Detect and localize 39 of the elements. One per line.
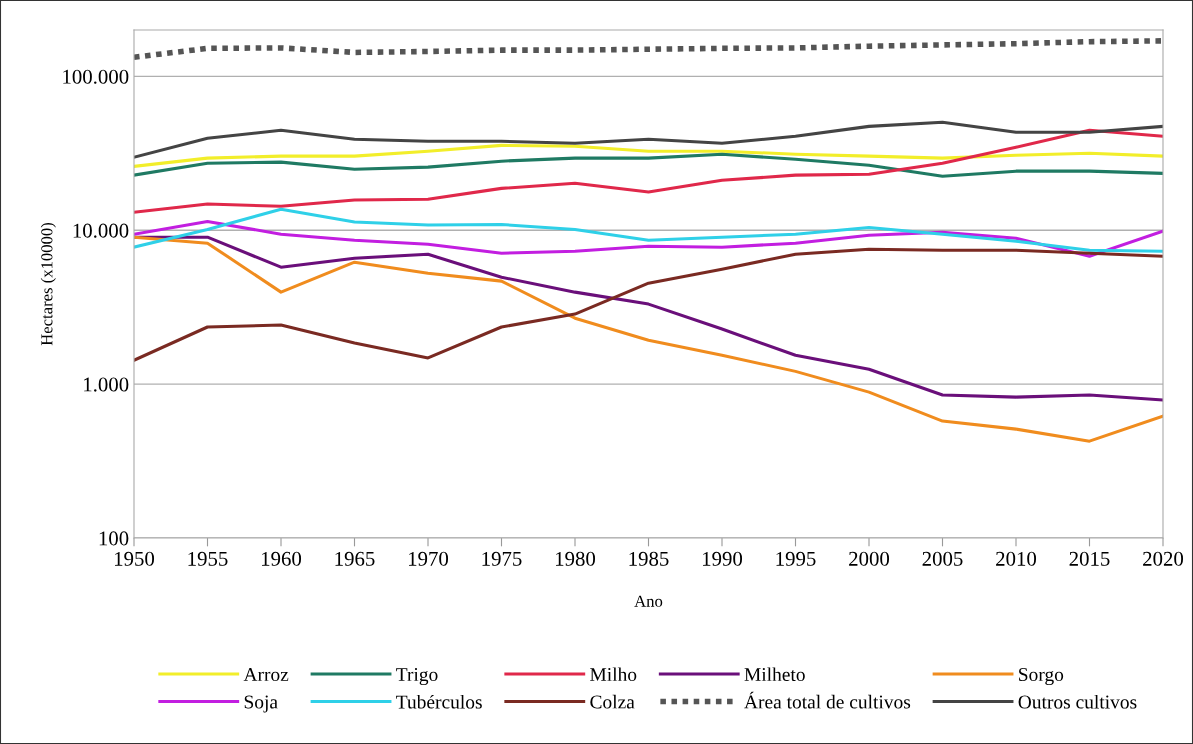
x-tick-label: 1980 — [556, 551, 596, 566]
line-series — [134, 247, 1163, 362]
x-tick-label: 1965 — [335, 551, 375, 566]
legend-label: Arroz — [243, 668, 289, 682]
legend-label: Outros cultivos — [1018, 694, 1137, 709]
line-series — [134, 120, 1163, 159]
line-series — [134, 235, 1163, 443]
x-tick-label: 1955 — [188, 551, 228, 566]
line-series — [134, 219, 1163, 258]
legend-label: Milheto — [744, 667, 805, 682]
legend-label: Milho — [590, 667, 637, 682]
x-tick-label: 2010 — [996, 551, 1037, 566]
x-tick-label: 2015 — [1069, 551, 1110, 566]
x-tick-label: 1990 — [703, 551, 743, 566]
legend-label: Colza — [590, 694, 635, 709]
x-tick-label: 1975 — [482, 551, 522, 566]
x-axis-title: Ano — [634, 595, 663, 607]
x-tick-label: 1970 — [409, 551, 449, 566]
line-series — [134, 128, 1163, 214]
y-tick-label: 1.000 — [84, 377, 129, 392]
x-tick-label: 1960 — [262, 551, 302, 566]
legend-label: Soja — [244, 695, 278, 713]
line-series — [134, 143, 1163, 168]
legend-label: Tubérculos — [396, 694, 482, 709]
x-tick-label: 1985 — [629, 551, 669, 566]
line-series — [134, 207, 1163, 253]
y-tick-label: 10.000 — [73, 223, 129, 238]
y-tick-label: 100 — [99, 531, 129, 546]
line-series — [134, 152, 1163, 178]
x-tick-label: 1995 — [776, 551, 816, 566]
legend-label: Sorgo — [1019, 668, 1064, 686]
y-axis-title: Hectares (x10000) — [40, 222, 56, 346]
x-tick-label: 2000 — [849, 551, 890, 566]
x-tick-label: 1950 — [115, 551, 155, 566]
x-tick-label: 2005 — [922, 551, 963, 566]
y-tick-label: 100.000 — [63, 69, 129, 84]
legend-label: Área total de cultivos — [744, 691, 911, 709]
legend-label: Trigo — [396, 668, 438, 686]
x-tick-label: 2020 — [1143, 551, 1184, 566]
